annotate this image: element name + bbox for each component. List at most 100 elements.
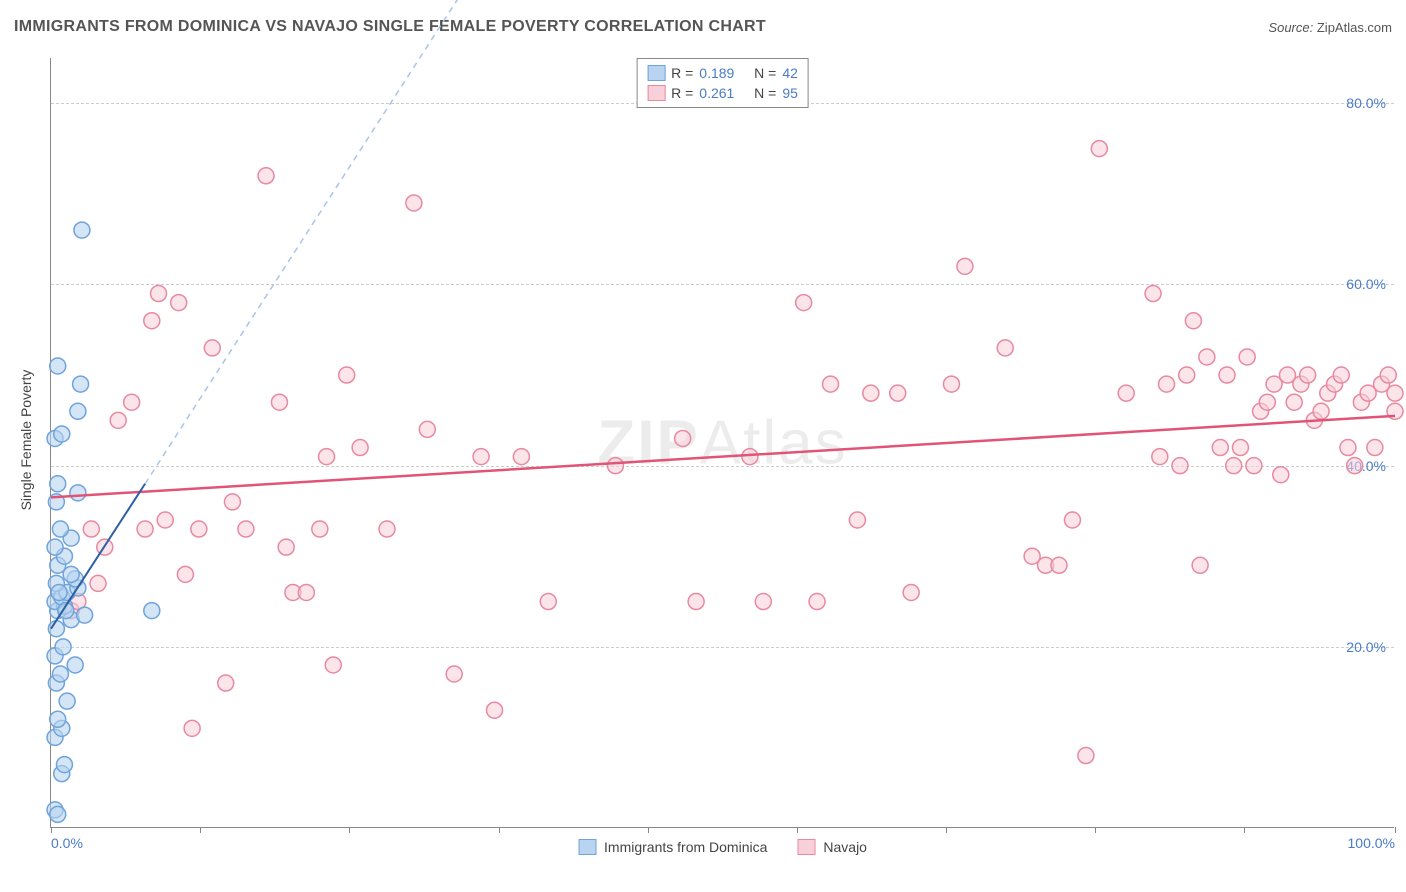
x-tick-mark	[349, 827, 350, 833]
scatter-point	[1232, 440, 1248, 456]
scatter-point	[47, 539, 63, 555]
scatter-point	[59, 693, 75, 709]
x-tick-mark	[946, 827, 947, 833]
scatter-point	[110, 412, 126, 428]
scatter-point	[1387, 385, 1403, 401]
r-label: R =	[671, 85, 693, 101]
scatter-point	[1145, 286, 1161, 302]
scatter-point	[1159, 376, 1175, 392]
scatter-point	[419, 421, 435, 437]
scatter-point	[1273, 467, 1289, 483]
legend-stats-box: R = 0.189 N = 42 R = 0.261 N = 95	[636, 58, 809, 108]
source-attribution: Source: ZipAtlas.com	[1268, 20, 1392, 35]
swatch-series-1	[578, 839, 596, 855]
scatter-point	[54, 426, 70, 442]
scatter-point	[1333, 367, 1349, 383]
scatter-point	[943, 376, 959, 392]
swatch-series-1	[647, 65, 665, 81]
scatter-point	[1192, 557, 1208, 573]
scatter-point	[339, 367, 355, 383]
scatter-point	[1300, 367, 1316, 383]
scatter-point	[177, 566, 193, 582]
scatter-point	[157, 512, 173, 528]
source-label: Source:	[1268, 20, 1313, 35]
n-label: N =	[754, 85, 776, 101]
scatter-point	[325, 657, 341, 673]
scatter-point	[1313, 403, 1329, 419]
x-tick-mark	[1395, 827, 1396, 833]
scatter-point	[1380, 367, 1396, 383]
scatter-point	[204, 340, 220, 356]
scatter-point	[218, 675, 234, 691]
x-tick-label: 0.0%	[51, 835, 83, 851]
scatter-point	[446, 666, 462, 682]
scatter-point	[137, 521, 153, 537]
scatter-point	[50, 358, 66, 374]
scatter-point	[77, 607, 93, 623]
scatter-point	[352, 440, 368, 456]
scatter-point	[1347, 458, 1363, 474]
chart-title: IMMIGRANTS FROM DOMINICA VS NAVAJO SINGL…	[14, 18, 766, 36]
scatter-point	[1226, 458, 1242, 474]
r-value-series-1: 0.189	[699, 65, 734, 81]
series-1-label: Immigrants from Dominica	[604, 839, 767, 855]
x-tick-mark	[51, 827, 52, 833]
scatter-point	[1286, 394, 1302, 410]
x-tick-mark	[797, 827, 798, 833]
scatter-point	[50, 806, 66, 822]
scatter-point	[1219, 367, 1235, 383]
scatter-point	[312, 521, 328, 537]
scatter-point	[742, 449, 758, 465]
x-tick-mark	[1244, 827, 1245, 833]
scatter-point	[890, 385, 906, 401]
scatter-point	[90, 575, 106, 591]
scatter-point	[271, 394, 287, 410]
scatter-point	[1078, 748, 1094, 764]
legend-row-series-1: R = 0.189 N = 42	[647, 63, 798, 83]
scatter-point	[63, 566, 79, 582]
scatter-point	[688, 594, 704, 610]
trend-line-navajo	[51, 416, 1395, 498]
scatter-point	[70, 403, 86, 419]
scatter-point	[191, 521, 207, 537]
scatter-point	[70, 485, 86, 501]
plot-area: ZIPAtlas 20.0%40.0%60.0%80.0% R = 0.189 …	[50, 58, 1394, 828]
legend-item-series-1: Immigrants from Dominica	[578, 839, 767, 855]
scatter-point	[67, 657, 83, 673]
scatter-point	[124, 394, 140, 410]
scatter-point	[473, 449, 489, 465]
scatter-point	[48, 621, 64, 637]
scatter-point	[1185, 313, 1201, 329]
scatter-point	[238, 521, 254, 537]
scatter-point	[997, 340, 1013, 356]
scatter-point	[1051, 557, 1067, 573]
scatter-point	[849, 512, 865, 528]
scatter-point	[903, 584, 919, 600]
legend-series-box: Immigrants from Dominica Navajo	[578, 839, 867, 855]
scatter-point	[487, 702, 503, 718]
scatter-point	[184, 720, 200, 736]
scatter-point	[298, 584, 314, 600]
legend-row-series-2: R = 0.261 N = 95	[647, 83, 798, 103]
swatch-series-2	[647, 85, 665, 101]
scatter-point	[151, 286, 167, 302]
scatter-point	[755, 594, 771, 610]
scatter-point	[607, 458, 623, 474]
scatter-point	[1179, 367, 1195, 383]
scatter-point	[52, 666, 68, 682]
scatter-point	[809, 594, 825, 610]
y-axis-title: Single Female Poverty	[18, 370, 34, 511]
scatter-point	[1259, 394, 1275, 410]
scatter-point	[55, 639, 71, 655]
x-tick-mark	[200, 827, 201, 833]
n-value-series-1: 42	[782, 65, 798, 81]
scatter-point	[675, 430, 691, 446]
scatter-point	[51, 584, 67, 600]
scatter-point	[1212, 440, 1228, 456]
scatter-point	[1064, 512, 1080, 528]
scatter-point	[1118, 385, 1134, 401]
x-tick-mark	[1095, 827, 1096, 833]
scatter-point	[258, 168, 274, 184]
scatter-point	[56, 757, 72, 773]
r-value-series-2: 0.261	[699, 85, 734, 101]
